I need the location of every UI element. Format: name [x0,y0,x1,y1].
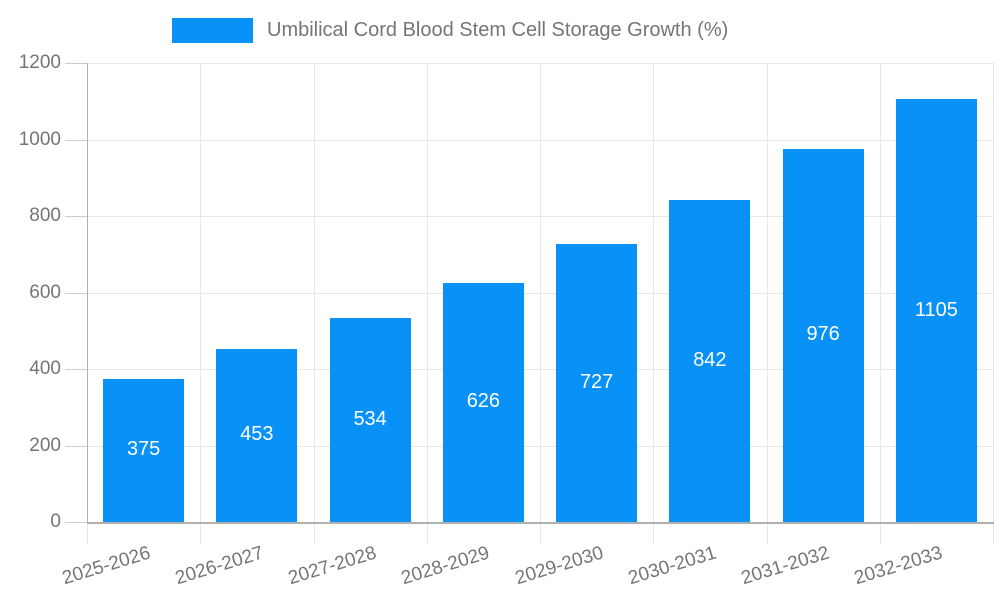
y-axis-tick [65,369,87,370]
legend-label: Umbilical Cord Blood Stem Cell Storage G… [267,19,729,41]
x-axis-category-label: 2028-2029 [399,542,493,590]
bar[interactable] [216,348,298,522]
horizontal-gridline [87,292,993,294]
y-axis-tick [65,216,87,217]
x-axis-category-label: 2025-2026 [59,542,153,590]
bar-value-label: 1105 [914,298,958,321]
x-axis-category-label: 2027-2028 [286,542,380,590]
x-axis-tick [879,524,881,544]
chart-legend: Umbilical Cord Blood Stem Cell Storage G… [172,18,728,43]
y-axis-line [87,63,88,522]
x-axis-tick [426,524,428,544]
x-axis-tick [766,524,768,544]
x-axis-category-label: 2031-2032 [739,542,833,590]
bar-value-label: 727 [579,370,614,393]
x-axis-tick [87,524,88,544]
y-axis-tick-label: 600 [29,281,61,303]
y-axis-tick [65,139,87,141]
y-axis-tick-label: 1000 [18,128,61,150]
bar-value-label: 375 [126,438,161,461]
horizontal-gridline [87,445,993,447]
y-axis-tick [65,445,87,447]
vertical-gridline [993,63,994,522]
bar[interactable] [442,282,524,522]
bar-value-label: 534 [353,407,387,430]
bar[interactable] [669,199,751,522]
bar-value-label: 976 [806,323,840,346]
y-axis-tick [65,522,87,523]
y-axis-tick-label: 1200 [18,52,61,73]
x-axis-category-label: 2030-2031 [625,542,719,590]
horizontal-gridline [87,369,993,370]
x-axis-tick [200,524,202,544]
y-axis-tick-label: 800 [29,205,61,226]
bar[interactable] [556,243,638,522]
bar-value-label: 453 [240,423,274,446]
x-axis-tick [313,524,315,544]
bar[interactable] [782,148,864,522]
x-axis-category-label: 2029-2030 [512,542,606,590]
bar[interactable] [329,317,411,522]
x-axis-line [87,522,994,524]
bar[interactable] [895,99,977,522]
x-axis-tick [993,524,994,544]
x-axis-category-label: 2032-2033 [852,542,946,590]
bar-value-label: 842 [693,348,727,371]
x-axis-tick [653,524,655,544]
y-axis-tick [65,292,87,294]
horizontal-gridline [87,139,993,141]
bar[interactable] [103,378,185,522]
bar-value-label: 626 [466,390,501,413]
x-axis-tick [540,524,541,544]
y-axis-tick-label: 200 [29,434,61,456]
y-axis-tick-label: 400 [29,358,61,379]
legend-swatch-icon [172,18,253,43]
y-axis-tick [65,63,87,64]
y-axis-tick-label: 0 [50,511,61,532]
x-axis-category-label: 2026-2027 [172,542,266,590]
horizontal-gridline [87,216,993,217]
horizontal-gridline [87,63,993,64]
